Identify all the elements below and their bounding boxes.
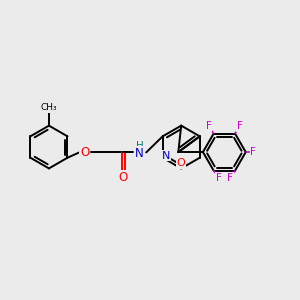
Text: N: N — [135, 147, 144, 161]
Text: O: O — [80, 146, 89, 159]
Text: F: F — [216, 173, 222, 183]
Text: N: N — [162, 151, 170, 160]
Text: F: F — [206, 122, 211, 131]
Text: O: O — [177, 158, 185, 168]
Text: H: H — [136, 141, 144, 151]
Text: O: O — [119, 171, 128, 184]
Text: F: F — [237, 122, 242, 131]
Text: F: F — [227, 173, 233, 183]
Text: F: F — [250, 147, 256, 157]
Text: CH₃: CH₃ — [40, 103, 57, 112]
